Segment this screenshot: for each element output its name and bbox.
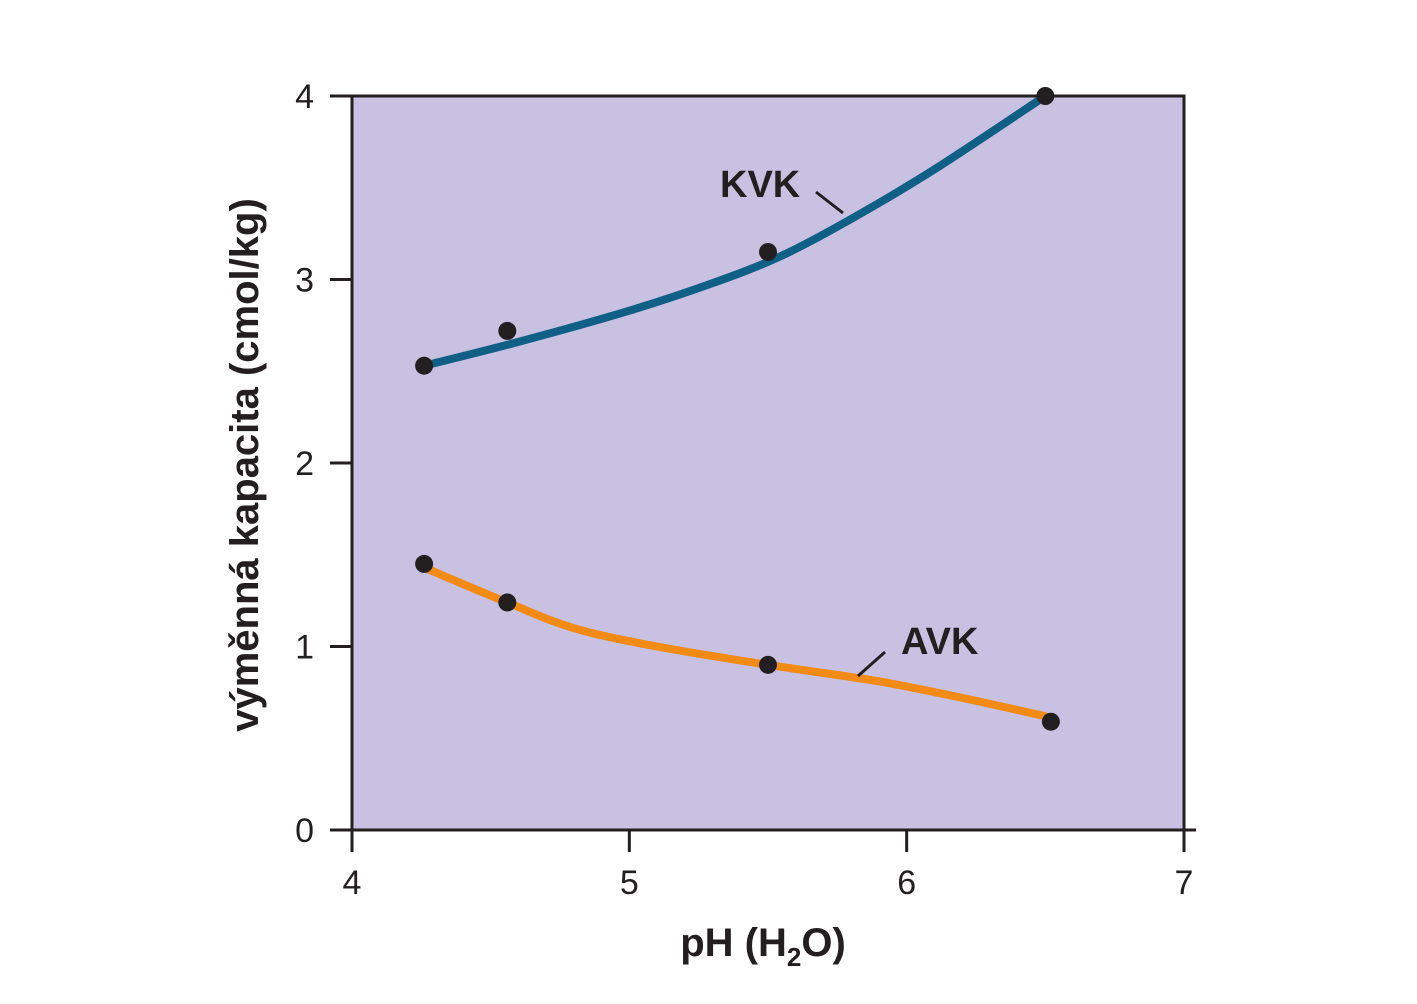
data-point-kvk [1036, 87, 1055, 105]
y-axis-title: výměnná kapacita (cmol/kg) [223, 198, 267, 732]
data-point-kvk [498, 321, 517, 340]
data-point-avk [415, 554, 434, 573]
data-point-avk [1041, 712, 1060, 731]
x-axis-title-end: O) [801, 921, 845, 965]
x-axis-title: pH (H2O) [680, 921, 846, 972]
x-tick-label: 5 [620, 864, 639, 902]
data-points [415, 87, 1060, 731]
series-line-kvk [420, 92, 1050, 370]
x-axis-title-main: pH (H [680, 921, 787, 965]
y-tick-label: 3 [295, 262, 314, 300]
y-tick-label: 4 [295, 78, 314, 116]
y-tick-label: 0 [295, 812, 314, 850]
avk-leader-line [857, 650, 886, 678]
data-point-avk [498, 593, 517, 612]
kvk-leader-line [815, 190, 844, 215]
data-point-kvk [415, 356, 434, 375]
x-axis-title-subscript: 2 [787, 942, 801, 972]
x-tick-label: 7 [1175, 864, 1194, 902]
series-label-avk: AVK [901, 621, 979, 663]
series-lines [420, 92, 1050, 721]
x-tick-label: 6 [897, 864, 916, 902]
data-point-kvk [759, 242, 777, 261]
series-line-avk [420, 563, 1050, 721]
y-axis: 0 1 2 3 4 [295, 78, 352, 850]
y-tick-label: 2 [295, 445, 314, 483]
x-axis: 4 5 6 7 [330, 828, 1196, 902]
y-tick-label: 1 [295, 629, 314, 667]
data-point-avk [759, 655, 777, 674]
series-label-kvk: KVK [720, 164, 801, 206]
plot-area [350, 94, 1186, 832]
x-tick-label: 4 [343, 864, 362, 902]
